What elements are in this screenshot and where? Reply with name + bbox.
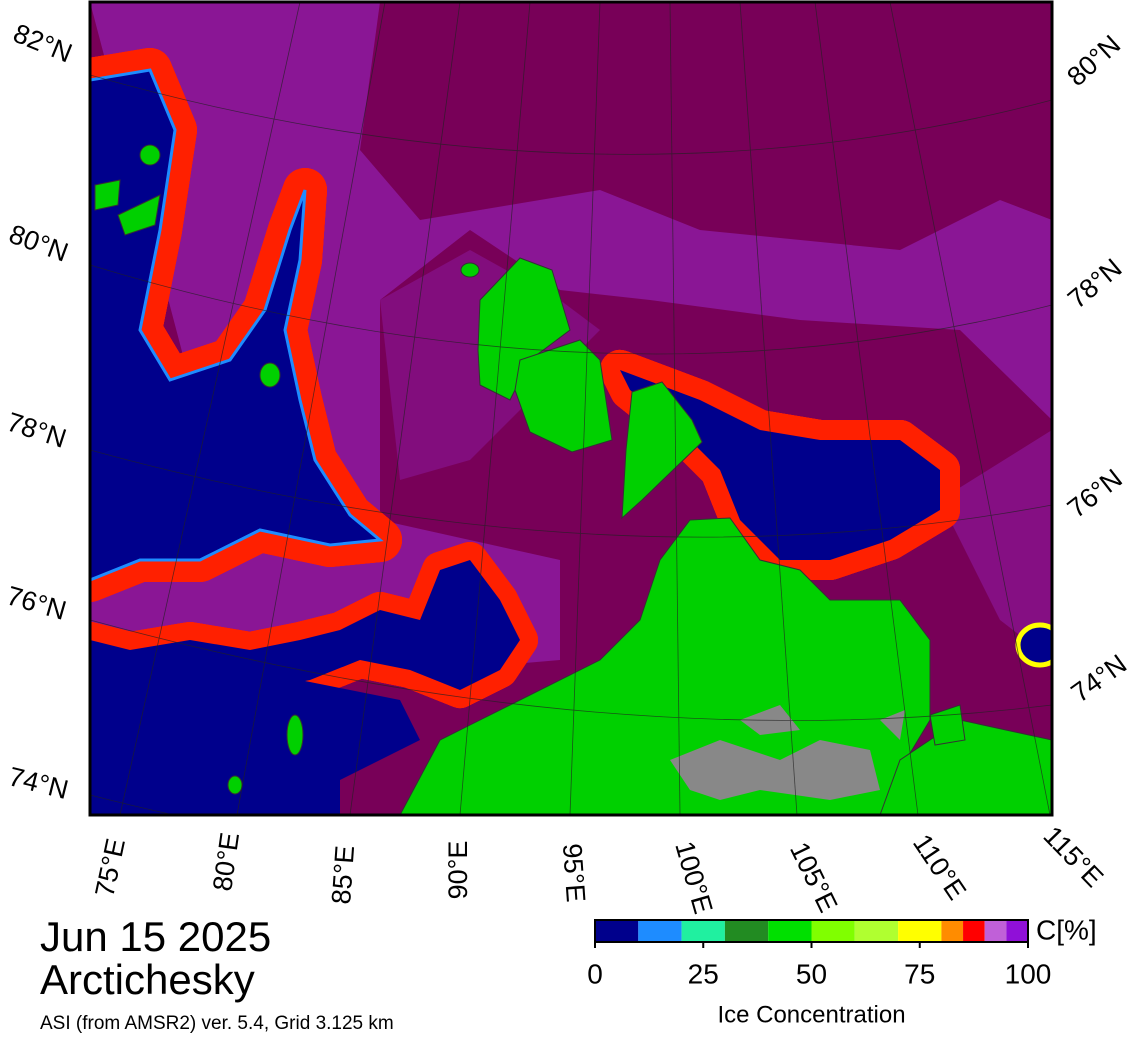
date: Jun 15 2025 (40, 913, 271, 960)
lon-label: 105°E (784, 837, 843, 917)
colorbar-title: Ice Concentration (717, 1001, 905, 1028)
colorbar-bin (984, 920, 1007, 942)
colorbar-bin (963, 920, 985, 942)
land (94, 144, 1052, 815)
colorbar-tick-label: 0 (587, 958, 603, 989)
lat-label: 76°N (3, 580, 69, 625)
colorbar-tick-label: 100 (1005, 958, 1052, 989)
colorbar-bin (638, 920, 682, 942)
lat-label: 74°N (6, 761, 72, 805)
colorbar-bin (681, 920, 725, 942)
lat-label: 78°N (1062, 253, 1127, 315)
lon-label: 115°E (1038, 820, 1109, 893)
lat-label: 80°N (5, 219, 72, 268)
colorbar-bin (595, 920, 639, 942)
lon-labels: 75°E 80°E 85°E 90°E 95°E 100°E 105°E 110… (89, 820, 1109, 917)
lat-label: 76°N (1062, 463, 1128, 524)
colorbar-bin (941, 920, 964, 942)
lat-label: 80°N (1061, 29, 1126, 92)
colorbar-bin (811, 920, 855, 942)
graticule (90, 2, 1052, 815)
lon-label: 85°E (326, 844, 360, 905)
colorbar-tick-label: 50 (796, 958, 827, 989)
lat-labels-right: 80°N 78°N 76°N 74°N (1061, 29, 1132, 708)
region: Arctichesky (40, 956, 255, 1003)
lat-labels-left: 82°N 80°N 78°N 76°N 74°N (3, 18, 76, 805)
lon-label: 75°E (89, 836, 131, 900)
colorbar-bin (768, 920, 812, 942)
colorbar-bin (854, 920, 899, 942)
lon-label: 80°E (207, 831, 245, 893)
colorbar-bin (1006, 920, 1028, 942)
open-water-sw (90, 542, 538, 815)
colorbar-bin (724, 920, 769, 942)
map-area (90, 2, 1052, 815)
map-frame (88, 0, 1054, 817)
colorbar-tick-label: 75 (904, 958, 935, 989)
colorbar-tick-label: 25 (688, 958, 719, 989)
open-water-nw (90, 48, 402, 602)
colorbar: 0 25 50 75 100 C[%] Ice Concentration (587, 914, 1096, 1028)
lat-label: 82°N (9, 18, 76, 68)
land-unknown (670, 705, 905, 800)
lon-label: 90°E (443, 841, 473, 900)
source: ASI (from AMSR2) ver. 5.4, Grid 3.125 km (40, 1013, 394, 1034)
lon-label: 100°E (669, 838, 718, 917)
lon-label: 95°E (557, 842, 591, 903)
lat-label: 74°N (1066, 649, 1132, 709)
colorbar-unit: C[%] (1036, 914, 1097, 945)
colorbar-bin (898, 920, 942, 942)
lat-label: 78°N (3, 407, 70, 454)
lon-label: 110°E (907, 829, 972, 905)
